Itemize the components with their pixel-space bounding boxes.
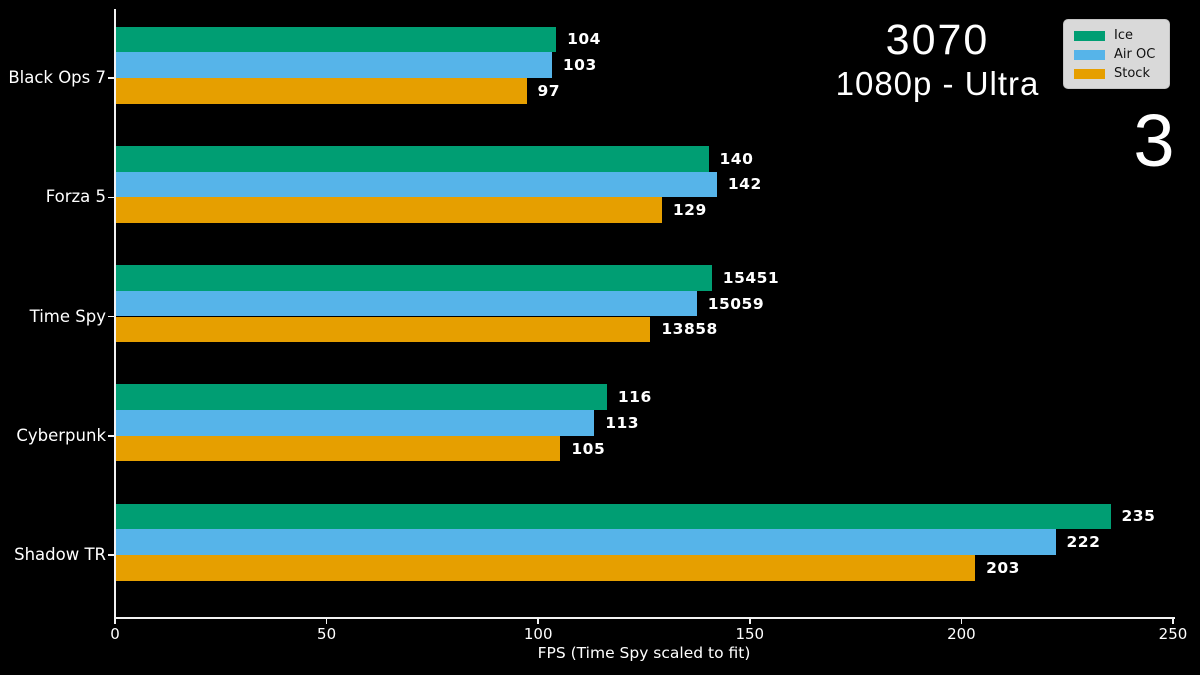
y-axis-spine (113, 9, 116, 618)
x-axis-spine (113, 617, 1175, 619)
x-tick-label: 200 (947, 625, 976, 643)
bar-value-label: 142 (727, 175, 762, 194)
category-label: Black Ops 7 (8, 68, 106, 87)
x-tick-label: 250 (1158, 625, 1188, 643)
legend-item-stock: Stock (1074, 66, 1159, 81)
legend-item-ice: Ice (1074, 28, 1159, 43)
y-tick-mark (107, 196, 114, 198)
y-tick-mark (107, 315, 114, 318)
bar (116, 290, 697, 317)
bar-value-label: 203 (986, 558, 1020, 577)
bar-value-label: 15059 (707, 294, 765, 313)
bar (116, 410, 595, 436)
legend-label: Air OC (1114, 47, 1156, 62)
legend-swatch-ice (1074, 30, 1105, 41)
x-tick-label: 150 (735, 625, 765, 643)
bar (116, 52, 552, 78)
bar (116, 171, 717, 198)
bar-value-label: 15451 (722, 268, 780, 287)
bar-value-label: 104 (567, 30, 601, 49)
bar (116, 265, 712, 291)
y-tick-mark (107, 554, 114, 556)
category-label: Cyberpunk (16, 425, 106, 445)
bar-value-label: 222 (1066, 533, 1101, 552)
legend-label: Stock (1114, 66, 1150, 81)
bar-value-label: 97 (537, 81, 561, 100)
header-block: 3070 1080p - Ultra (790, 16, 1085, 104)
x-tick-label: 100 (523, 625, 553, 643)
bar (116, 435, 561, 462)
x-tick-label: 0 (110, 625, 120, 643)
bar-value-label: 116 (617, 388, 652, 407)
y-tick-mark (107, 77, 114, 79)
page-number: 3 (1133, 99, 1175, 182)
bar (116, 145, 709, 172)
category-label: Shadow TR (14, 545, 106, 564)
y-tick-mark (107, 435, 114, 437)
bar-value-label: 13858 (661, 320, 718, 339)
x-tick-mark (960, 619, 963, 624)
bar (116, 384, 607, 411)
bar (116, 26, 557, 53)
legend-swatch-air-oc (1074, 49, 1105, 60)
legend-item-air-oc: Air OC (1074, 47, 1159, 62)
bar-value-label: 129 (672, 201, 707, 220)
chart-subtitle: 1080p - Ultra (835, 65, 1040, 102)
bar (116, 503, 1111, 530)
x-axis-label: FPS (Time Spy scaled to fit) (537, 644, 751, 662)
x-tick-mark (114, 619, 116, 624)
bar (116, 529, 1056, 555)
legend-label: Ice (1114, 28, 1133, 43)
bar (116, 78, 527, 104)
x-tick-mark (749, 619, 751, 624)
x-tick-mark (537, 619, 539, 624)
x-tick-mark (1172, 619, 1174, 624)
chart-title: 3070 (885, 16, 990, 64)
bar (116, 316, 651, 343)
bar-value-label: 235 (1121, 507, 1156, 526)
bar-value-label: 113 (605, 413, 640, 432)
x-tick-label: 50 (317, 625, 337, 643)
category-label: Forza 5 (45, 187, 106, 207)
x-tick-mark (325, 619, 328, 624)
bar-value-label: 105 (571, 439, 606, 458)
legend-swatch-stock (1074, 68, 1105, 79)
bar-value-label: 103 (562, 56, 597, 75)
bar-value-label: 140 (719, 149, 754, 168)
category-label: Time Spy (29, 306, 106, 326)
legend: Ice Air OC Stock (1063, 19, 1170, 89)
bar (116, 555, 976, 581)
bar (116, 197, 662, 223)
